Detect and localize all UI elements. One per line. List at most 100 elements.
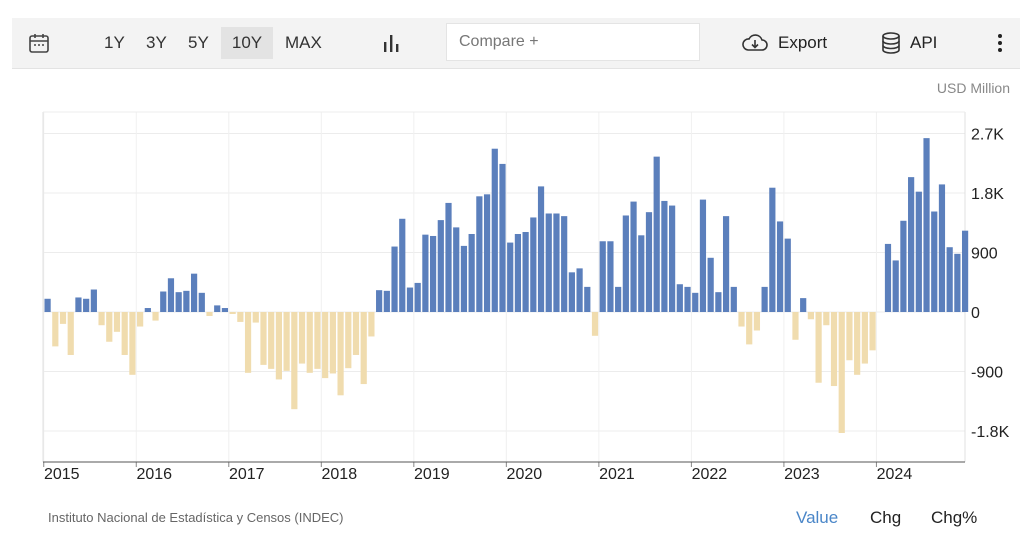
bar[interactable] [237,312,244,322]
bar[interactable] [722,216,730,312]
bar[interactable] [160,291,167,312]
bar[interactable] [275,312,282,380]
bar[interactable] [391,246,398,312]
bar[interactable] [591,312,599,336]
bar[interactable] [83,298,90,312]
bar[interactable] [137,312,144,327]
export-button[interactable]: Export [740,26,827,60]
bar[interactable] [807,312,814,320]
bar[interactable] [460,245,468,312]
bar[interactable] [869,312,876,351]
bar[interactable] [437,220,444,312]
bar[interactable] [530,217,537,312]
bar[interactable] [676,284,683,312]
bar[interactable] [283,312,290,371]
bar-chart-icon[interactable] [378,30,404,56]
compare-input[interactable] [446,23,700,61]
chg-percent-button[interactable]: Chg% [931,508,978,527]
api-button[interactable]: API [880,26,937,60]
bar[interactable] [638,235,645,312]
bar[interactable] [75,297,82,312]
bar[interactable] [545,213,552,312]
value-button[interactable]: Value [796,508,839,527]
bar[interactable] [738,312,745,327]
bar[interactable] [453,227,460,312]
bar[interactable] [483,194,491,312]
range-1y-button[interactable]: 1Y [104,33,125,52]
bar[interactable] [106,312,113,342]
bar[interactable] [630,201,637,312]
bar[interactable] [846,312,853,361]
bar[interactable] [938,184,946,312]
bar[interactable] [838,312,845,433]
bar[interactable] [252,312,259,323]
bar[interactable] [306,312,313,373]
bar[interactable] [121,312,128,355]
bar[interactable] [183,290,190,312]
bar[interactable] [584,286,591,312]
bar[interactable] [430,235,437,312]
bar[interactable] [514,233,522,312]
bar[interactable] [954,253,961,312]
bar[interactable] [499,163,506,312]
bar[interactable] [761,286,768,312]
bar[interactable] [298,312,306,364]
bar[interactable] [383,290,390,312]
bar[interactable] [229,312,236,314]
bar[interactable] [214,305,221,312]
bar[interactable] [129,312,136,375]
bar[interactable] [854,312,861,375]
bar[interactable] [113,312,121,332]
bar[interactable] [776,221,784,312]
bar[interactable] [468,233,475,312]
bar[interactable] [576,268,583,312]
bar[interactable] [784,238,791,312]
bar[interactable] [98,312,105,326]
bar[interactable] [607,241,614,312]
bar[interactable] [198,292,205,312]
bar[interactable] [476,196,483,312]
bar[interactable] [931,211,938,312]
bar[interactable] [507,242,514,312]
bar[interactable] [861,312,868,364]
bar[interactable] [946,247,953,312]
bar[interactable] [599,241,606,312]
bar[interactable] [792,312,799,340]
bar[interactable] [406,287,414,312]
bar[interactable] [699,199,707,312]
bar[interactable] [144,308,151,312]
bar[interactable] [190,273,198,312]
bar[interactable] [244,312,252,373]
bar[interactable] [368,312,375,337]
range-3y-button[interactable]: 3Y [146,33,167,52]
range-max-button[interactable]: MAX [285,33,322,52]
bar[interactable] [329,312,336,374]
bar[interactable] [206,312,213,316]
bar[interactable] [268,312,275,369]
bar[interactable] [90,289,97,312]
bar[interactable] [915,191,922,312]
bar[interactable] [537,186,545,312]
bar[interactable] [553,213,560,312]
bar[interactable] [753,312,761,331]
bar[interactable] [615,286,622,312]
bar[interactable] [892,260,899,312]
bar[interactable] [830,312,838,387]
bar[interactable] [291,312,298,410]
bar[interactable] [522,232,529,312]
bar[interactable] [491,148,498,312]
bar[interactable] [661,200,668,312]
calendar-icon[interactable] [26,30,52,56]
more-vertical-icon[interactable] [990,30,1010,56]
bar[interactable] [653,156,660,312]
bar[interactable] [923,138,930,312]
bar[interactable] [44,298,51,312]
bar[interactable] [884,243,892,312]
bar[interactable] [152,312,159,321]
bar[interactable] [692,292,699,312]
chg-button[interactable]: Chg [870,508,902,527]
bar[interactable] [746,312,753,345]
bar[interactable] [414,282,421,312]
bar[interactable] [314,312,321,369]
bar[interactable] [622,215,629,312]
